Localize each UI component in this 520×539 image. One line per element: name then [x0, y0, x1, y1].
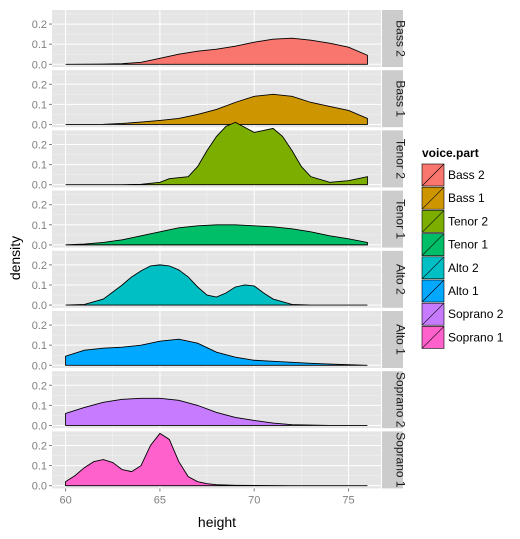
legend-label: Tenor 1: [448, 238, 488, 252]
legend-label: Alto 1: [448, 284, 479, 298]
density-area: [65, 397, 368, 426]
x-tick-label: 75: [342, 494, 354, 506]
legend-title: voice.part: [422, 146, 479, 160]
x-axis-title: height: [198, 514, 236, 530]
y-tick-label: 0.1: [32, 280, 47, 292]
facet-panel: 0.0 0.1 0.2 Bass 2: [32, 10, 408, 71]
legend-item: Tenor 2: [421, 210, 488, 233]
legend-label: Bass 1: [448, 191, 485, 205]
legend-item: Soprano 2: [421, 302, 504, 326]
y-tick-label: 0.2: [32, 380, 47, 392]
facet-strip-label: Soprano 1: [394, 432, 408, 488]
facet-panel: 0.0 0.1 0.2 Tenor 2: [32, 121, 408, 192]
facet-strip: [382, 10, 403, 67]
facet-strip: [382, 70, 403, 128]
y-tick-label: 0.0: [32, 240, 47, 252]
y-tick-label: 0.2: [32, 19, 47, 31]
facet-panel: 0.0 0.1 0.2 Soprano 2: [32, 371, 408, 432]
facet-strip: [382, 371, 403, 429]
facet-strip: [382, 130, 403, 188]
facet-strip-label: Soprano 2: [394, 372, 408, 428]
facet-strip: [382, 431, 403, 489]
facet-strip: [382, 190, 403, 248]
legend-item: Bass 1: [421, 186, 485, 210]
y-tick-label: 0.0: [32, 300, 47, 312]
legend-key-slash: [421, 326, 445, 349]
facet-strip-label: Bass 2: [394, 20, 408, 57]
facet-strip: [382, 250, 403, 308]
density-area: [65, 224, 368, 246]
legend-label: Tenor 2: [448, 214, 488, 228]
facet-panels: 0.0 0.1 0.2 Bass 2 0.0 0.1 0.2 Bass 1 0.0 0.1 0.2 T…: [32, 10, 408, 493]
facet-panel: 0.0 0.1 0.2 Alto 2: [32, 250, 408, 312]
facet-strip: [382, 311, 403, 368]
facet-panel: 0.0 0.1 0.2 Alto 1: [32, 311, 408, 372]
legend-item: Alto 2: [421, 256, 479, 280]
facet-panel: 0.0 0.1 0.2 Tenor 1: [32, 190, 408, 252]
legend-key-slash: [421, 279, 445, 303]
y-tick-label: 0.1: [32, 160, 47, 172]
facet-panel: 0.0 0.1 0.2 Soprano 1: [32, 431, 408, 493]
y-tick-label: 0.1: [32, 340, 47, 352]
density-area: [65, 121, 368, 186]
x-tick-label: 65: [154, 494, 166, 506]
y-tick-label: 0.0: [32, 59, 47, 71]
legend-key-slash: [421, 186, 445, 210]
facet-strip-label: Bass 1: [394, 80, 408, 117]
density-area: [65, 338, 368, 366]
legend-key-slash: [421, 302, 445, 326]
x-tick-label: 70: [248, 494, 260, 506]
facet-strip-label: Tenor 1: [394, 199, 408, 239]
y-tick-label: 0.2: [32, 139, 47, 151]
y-tick-label: 0.0: [32, 481, 47, 493]
y-tick-label: 0.1: [32, 39, 47, 51]
y-tick-label: 0.0: [32, 119, 47, 131]
density-area: [65, 264, 368, 306]
y-tick-label: 0.2: [32, 79, 47, 91]
legend: voice.part Bass 2 Bass 1 Tenor 2 Tenor 1 Alt…: [421, 146, 504, 349]
density-area: [65, 93, 368, 125]
x-tick-label: 60: [59, 494, 71, 506]
x-axis: 60 65 70 75: [59, 488, 355, 506]
legend-label: Alto 2: [448, 261, 479, 275]
y-tick-label: 0.0: [32, 420, 47, 432]
facet-panel: 0.0 0.1 0.2 Bass 1: [32, 70, 408, 131]
legend-key-slash: [421, 163, 445, 187]
facet-strip-label: Alto 2: [394, 264, 408, 295]
facet-strip-label: Tenor 2: [394, 139, 408, 179]
y-tick-label: 0.2: [32, 440, 47, 452]
legend-label: Soprano 2: [448, 307, 504, 321]
density-area: [65, 37, 368, 65]
y-tick-label: 0.2: [32, 200, 47, 212]
legend-key-slash: [421, 210, 445, 233]
facet-strip-label: Alto 1: [394, 324, 408, 355]
y-tick-label: 0.0: [32, 360, 47, 372]
y-axis-title: density: [7, 236, 23, 280]
y-tick-label: 0.2: [32, 260, 47, 272]
y-tick-label: 0.1: [32, 461, 47, 473]
legend-item: Soprano 1: [421, 326, 504, 349]
legend-label: Soprano 1: [448, 330, 504, 344]
legend-item: Bass 2: [421, 163, 485, 187]
density-area: [65, 432, 368, 487]
legend-item: Alto 1: [421, 279, 479, 303]
y-tick-label: 0.1: [32, 220, 47, 232]
legend-key-slash: [421, 233, 445, 256]
legend-item: Tenor 1: [421, 233, 488, 256]
y-tick-label: 0.1: [32, 400, 47, 412]
legend-key-slash: [421, 256, 445, 280]
y-tick-label: 0.0: [32, 180, 47, 192]
y-tick-label: 0.2: [32, 320, 47, 332]
y-tick-label: 0.1: [32, 99, 47, 111]
legend-label: Bass 2: [448, 168, 485, 182]
